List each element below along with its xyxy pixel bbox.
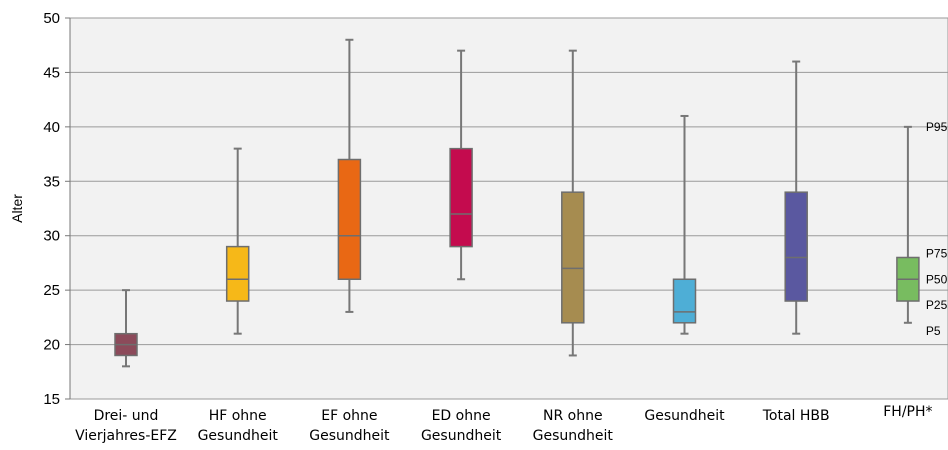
percentile-annotations: P95 P75 P50 P25 P5	[926, 120, 948, 338]
category-label-5: NR ohne Gesundheit	[533, 408, 614, 444]
y-tick-label-20: 20	[43, 337, 60, 354]
plot-area	[69, 17, 948, 400]
annotation-p25: P25	[926, 298, 948, 312]
box-iqr	[337, 158, 362, 281]
y-tick-label-50: 50	[43, 10, 60, 27]
box-iqr	[225, 245, 250, 302]
y-axis: 15 20 25 30 35 40 45 50	[43, 10, 71, 408]
category-label-line: Gesundheit	[644, 408, 725, 424]
category-label-line: EF ohne	[321, 408, 377, 424]
box-6	[672, 114, 697, 335]
category-label-line: Drei- und	[94, 408, 159, 424]
y-tick-label-15: 15	[43, 391, 60, 408]
category-label-line: Total HBB	[762, 408, 830, 424]
x-axis-categories: Drei- und Vierjahres-EFZ HF ohne Gesundheit…	[75, 404, 932, 444]
category-label-1: Drei- und Vierjahres-EFZ	[75, 408, 177, 444]
category-label-line: Gesundheit	[309, 428, 390, 444]
box-iqr	[449, 147, 473, 248]
category-label-line: FH/PH*	[883, 404, 932, 420]
y-axis-label: Alter	[9, 194, 25, 223]
category-label-8: FH/PH*	[883, 404, 932, 420]
box-iqr	[561, 191, 585, 324]
category-label-3: EF ohne Gesundheit	[309, 408, 390, 444]
annotation-p75: P75	[926, 246, 948, 260]
annotation-p50: P50	[926, 272, 948, 286]
y-tick-label-30: 30	[43, 228, 60, 245]
category-label-line: NR ohne	[543, 408, 603, 424]
box-iqr	[784, 191, 808, 302]
category-label-line: Gesundheit	[198, 428, 279, 444]
category-label-line: HF ohne	[209, 408, 267, 424]
y-tick-label-40: 40	[43, 119, 60, 136]
y-tick-label-45: 45	[43, 64, 60, 81]
box-5	[561, 49, 585, 357]
annotation-p5: P5	[926, 324, 941, 338]
category-label-7: Total HBB	[762, 408, 830, 424]
box-3	[337, 38, 362, 313]
box-8	[896, 125, 920, 324]
category-label-2: HF ohne Gesundheit	[198, 408, 279, 444]
grid-lines	[70, 71, 948, 346]
box-1	[114, 289, 138, 368]
category-label-6: Gesundheit	[644, 408, 725, 424]
box-7	[784, 60, 808, 335]
category-label-line: Gesundheit	[533, 428, 614, 444]
category-label-line: Gesundheit	[421, 428, 502, 444]
y-tick-label-25: 25	[43, 282, 60, 299]
box-2	[225, 147, 250, 335]
category-label-4: ED ohne Gesundheit	[421, 408, 502, 444]
box-4	[449, 49, 473, 281]
category-label-line: ED ohne	[432, 408, 491, 424]
box-iqr	[672, 278, 697, 324]
category-label-line: Vierjahres-EFZ	[75, 428, 177, 444]
box-series	[114, 38, 920, 368]
y-tick-label-35: 35	[43, 173, 60, 190]
annotation-p95: P95	[926, 120, 948, 134]
